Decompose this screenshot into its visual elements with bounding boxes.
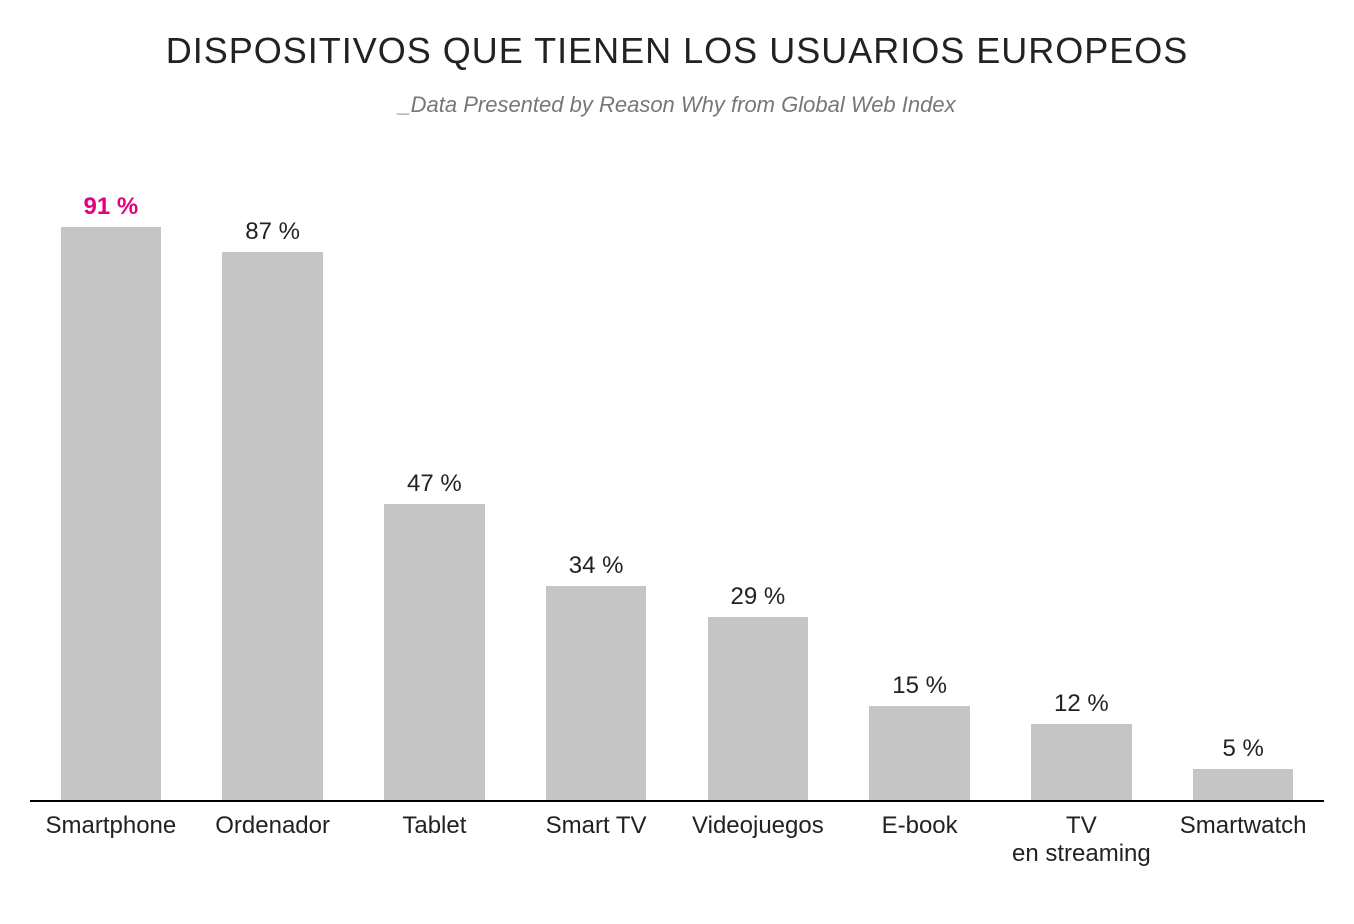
bar-slot: 5 %	[1162, 735, 1324, 801]
bar	[546, 586, 646, 800]
bar	[384, 504, 484, 800]
value-label: 47 %	[407, 470, 462, 498]
category-label-line: E-book	[839, 812, 1001, 840]
bar-slot: 47 %	[354, 470, 516, 800]
category-label-line: Smart TV	[515, 812, 677, 840]
plot-area: 91 %87 %47 %34 %29 %15 %12 %5 % Smartpho…	[30, 170, 1324, 800]
x-axis-line	[30, 800, 1324, 802]
bar-slot: 91 %	[30, 193, 192, 800]
bar-slot: 15 %	[839, 672, 1001, 801]
bar	[1193, 769, 1293, 801]
category-label: Smart TV	[515, 812, 677, 868]
category-label-line: Ordenador	[192, 812, 354, 840]
chart-title: DISPOSITIVOS QUE TIENEN LOS USUARIOS EUR…	[0, 30, 1354, 72]
value-label: 87 %	[245, 218, 300, 246]
category-label-line: TV	[1001, 812, 1163, 840]
category-label: Smartphone	[30, 812, 192, 868]
category-label-line: Smartwatch	[1162, 812, 1324, 840]
bar	[869, 706, 969, 801]
category-label: E-book	[839, 812, 1001, 868]
value-label: 34 %	[569, 552, 624, 580]
value-label: 15 %	[892, 672, 947, 700]
category-label-line: Smartphone	[30, 812, 192, 840]
category-label-line: Videojuegos	[677, 812, 839, 840]
bar-slot: 87 %	[192, 218, 354, 800]
value-label: 5 %	[1222, 735, 1263, 763]
bar	[222, 252, 322, 800]
bar	[708, 617, 808, 800]
category-label-line: en streaming	[1001, 840, 1163, 868]
bars-row: 91 % 87 % 47 % 34 % 29 % 15 % 12 % 5 %	[30, 170, 1324, 800]
chart-subtitle: _Data Presented by Reason Why from Globa…	[0, 92, 1354, 118]
value-label: 29 %	[731, 583, 786, 611]
category-label: Ordenador	[192, 812, 354, 868]
bar	[1031, 724, 1131, 800]
bar-chart: DISPOSITIVOS QUE TIENEN LOS USUARIOS EUR…	[0, 0, 1354, 924]
bar-slot: 34 %	[515, 552, 677, 800]
bar-slot: 12 %	[1001, 690, 1163, 800]
category-label: Smartwatch	[1162, 812, 1324, 868]
category-label-line: Tablet	[354, 812, 516, 840]
category-row: SmartphoneOrdenadorTabletSmart TVVideoju…	[30, 812, 1324, 868]
value-label: 12 %	[1054, 690, 1109, 718]
value-label: 91 %	[84, 193, 139, 221]
category-label: TVen streaming	[1001, 812, 1163, 868]
category-label: Tablet	[354, 812, 516, 868]
bar-slot: 29 %	[677, 583, 839, 800]
category-label: Videojuegos	[677, 812, 839, 868]
bar	[61, 227, 161, 800]
